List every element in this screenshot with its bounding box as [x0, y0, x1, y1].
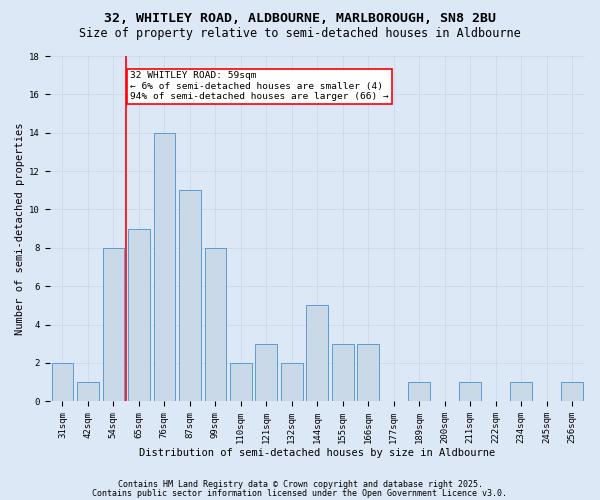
Bar — [562, 382, 583, 402]
Bar — [205, 248, 226, 402]
Bar — [103, 248, 124, 402]
Text: 32, WHITLEY ROAD, ALDBOURNE, MARLBOROUGH, SN8 2BU: 32, WHITLEY ROAD, ALDBOURNE, MARLBOROUGH… — [104, 12, 496, 26]
Y-axis label: Number of semi-detached properties: Number of semi-detached properties — [15, 122, 25, 335]
Bar — [511, 382, 532, 402]
Bar — [281, 363, 302, 402]
Text: Contains HM Land Registry data © Crown copyright and database right 2025.: Contains HM Land Registry data © Crown c… — [118, 480, 482, 489]
Text: Contains public sector information licensed under the Open Government Licence v3: Contains public sector information licen… — [92, 489, 508, 498]
Bar — [332, 344, 353, 402]
Bar — [256, 344, 277, 402]
Bar — [409, 382, 430, 402]
Bar — [179, 190, 200, 402]
Bar — [358, 344, 379, 402]
Bar — [307, 306, 328, 402]
Bar — [52, 363, 73, 402]
Bar — [154, 132, 175, 402]
Text: 32 WHITLEY ROAD: 59sqm
← 6% of semi-detached houses are smaller (4)
94% of semi-: 32 WHITLEY ROAD: 59sqm ← 6% of semi-deta… — [130, 72, 389, 101]
Bar — [77, 382, 99, 402]
Bar — [230, 363, 251, 402]
Bar — [128, 228, 150, 402]
Text: Size of property relative to semi-detached houses in Aldbourne: Size of property relative to semi-detach… — [79, 28, 521, 40]
X-axis label: Distribution of semi-detached houses by size in Aldbourne: Distribution of semi-detached houses by … — [139, 448, 496, 458]
Bar — [460, 382, 481, 402]
